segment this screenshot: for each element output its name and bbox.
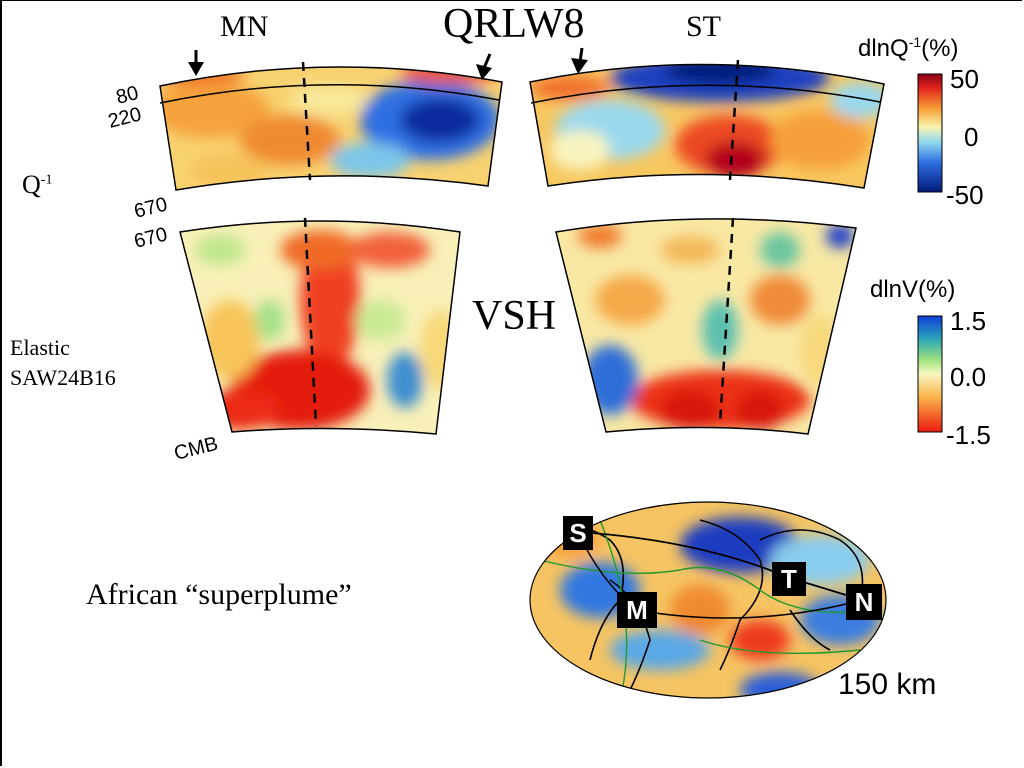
map-point-s-label: S bbox=[569, 518, 586, 548]
q-row-superscript: -1 bbox=[40, 172, 53, 188]
depth-label-670-lower: 670 bbox=[132, 223, 170, 252]
model-name-label: SAW24B16 bbox=[10, 365, 116, 390]
depth-label-670-upper: 670 bbox=[132, 193, 170, 222]
vsh-panel-st-profile-line bbox=[718, 217, 735, 425]
colorbar-q-tick-top: 50 bbox=[950, 64, 979, 94]
q-panel-mn-220-line bbox=[159, 83, 500, 104]
q-panel-st-profile-line bbox=[728, 59, 740, 181]
arrow-mn-right bbox=[476, 53, 492, 80]
q-row-base: Q bbox=[22, 170, 41, 199]
colorbar-q-tick-bottom: -50 bbox=[946, 180, 984, 210]
vsh-panel-mn-profile-line bbox=[303, 217, 318, 427]
colorbar-v-tick-mid: 0.0 bbox=[950, 362, 987, 392]
colorbar-v-tick-top: 1.5 bbox=[950, 306, 987, 336]
depth-label-cmb: CMB bbox=[172, 433, 220, 465]
map-outline bbox=[529, 501, 887, 699]
colorbar-v bbox=[917, 315, 943, 433]
depth-label-80: 80 bbox=[114, 82, 141, 109]
vsh-panel-st bbox=[556, 218, 856, 434]
colorbar-v-tick-bottom: -1.5 bbox=[946, 420, 991, 450]
profile-path-mn bbox=[577, 531, 863, 619]
vsh-label: VSH bbox=[472, 293, 557, 339]
q-panel-mn-profile-line bbox=[301, 61, 312, 181]
colorbar-v-title: dlnV(%) bbox=[870, 276, 956, 303]
model-title: QRLW8 bbox=[443, 1, 585, 47]
arrow-mn-left bbox=[188, 50, 204, 76]
map-point-n: N bbox=[846, 584, 882, 620]
profile-label-mn: MN bbox=[220, 10, 269, 43]
q-panel-st-outline bbox=[529, 63, 885, 189]
profile-label-st: ST bbox=[686, 10, 722, 43]
map-point-m-label: M bbox=[626, 595, 648, 625]
map-point-t: T bbox=[772, 562, 806, 596]
map-point-n-label: N bbox=[855, 587, 874, 617]
elastic-label: Elastic bbox=[10, 335, 70, 360]
map-point-m: M bbox=[617, 592, 657, 628]
map-point-s: S bbox=[563, 516, 593, 550]
depth-label-220: 220 bbox=[106, 103, 144, 132]
q-panel-mn-outline bbox=[159, 66, 503, 191]
map-depth-label: 150 km bbox=[838, 668, 937, 701]
vsh-panel-mn bbox=[180, 221, 460, 434]
colorbar-q bbox=[917, 73, 943, 193]
colorbar-q-title-sup: -1 bbox=[908, 34, 922, 50]
colorbar-q-title-unit: (%) bbox=[921, 35, 959, 62]
colorbar-q-tick-mid: 0 bbox=[964, 122, 979, 152]
colorbar-q-title: dlnQ-1(%) bbox=[858, 34, 958, 63]
superplume-caption: African “superplume” bbox=[86, 578, 352, 611]
map-point-t-label: T bbox=[781, 564, 797, 594]
q-panel-mn bbox=[160, 66, 502, 190]
arrow-st-left bbox=[571, 47, 588, 74]
profile-path-st bbox=[577, 531, 863, 601]
q-row-label: Q-1 bbox=[22, 170, 52, 200]
vsh-panel-st-outline bbox=[555, 218, 857, 435]
vsh-panel-mn-outline bbox=[179, 220, 461, 435]
q-panel-st-220-line bbox=[530, 84, 881, 104]
colorbar-q-title-main: dlnQ bbox=[858, 35, 909, 62]
